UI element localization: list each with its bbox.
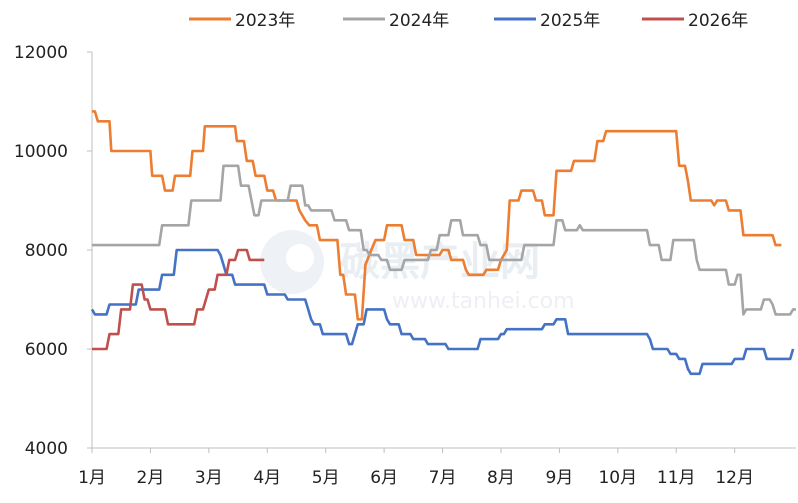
x-tick-label: 7月 [429, 468, 457, 488]
x-tick-label: 12月 [715, 468, 754, 488]
y-tick-label: 6000 [25, 340, 68, 360]
watermark-text: 碳黑产业网 [340, 239, 540, 285]
series-lines [90, 110, 796, 376]
x-tick-label: 8月 [487, 468, 515, 488]
x-tick-label: 1月 [78, 468, 106, 488]
x-tick-label: 4月 [253, 468, 281, 488]
series-line-0 [92, 110, 782, 321]
legend-label-2: 2025年 [540, 11, 600, 31]
y-tick-label: 10000 [14, 142, 68, 162]
legend-label-3: 2026年 [688, 11, 748, 31]
x-tick-label: 6月 [370, 468, 398, 488]
legend: 2023年 2024年 2025年 2026年 [189, 11, 748, 31]
watermark-logo-inner [286, 244, 314, 272]
watermark: 碳黑产业网 www.tanhei.com [260, 230, 575, 314]
legend-label-0: 2023年 [235, 11, 295, 31]
y-tick-label: 4000 [25, 439, 68, 459]
y-tick-label: 12000 [14, 43, 68, 63]
x-tick-label: 9月 [545, 468, 573, 488]
x-tick-label: 3月 [195, 468, 223, 488]
x-tick-label: 2月 [137, 468, 165, 488]
y-tick-label: 8000 [25, 241, 68, 261]
watermark-subtext: www.tanhei.com [392, 289, 575, 314]
x-tick-label: 11月 [657, 468, 696, 488]
series-line-1 [92, 164, 796, 316]
x-tick-label: 10月 [598, 468, 637, 488]
series-line-3 [92, 248, 265, 351]
x-tick-label: 5月 [312, 468, 340, 488]
axes: 4000 6000 8000 10000 12000 1月 2月 3月 4月 5月 6月 7月 8月 9月… [14, 43, 796, 488]
legend-label-1: 2024年 [389, 11, 449, 31]
series-line-2 [90, 248, 795, 376]
